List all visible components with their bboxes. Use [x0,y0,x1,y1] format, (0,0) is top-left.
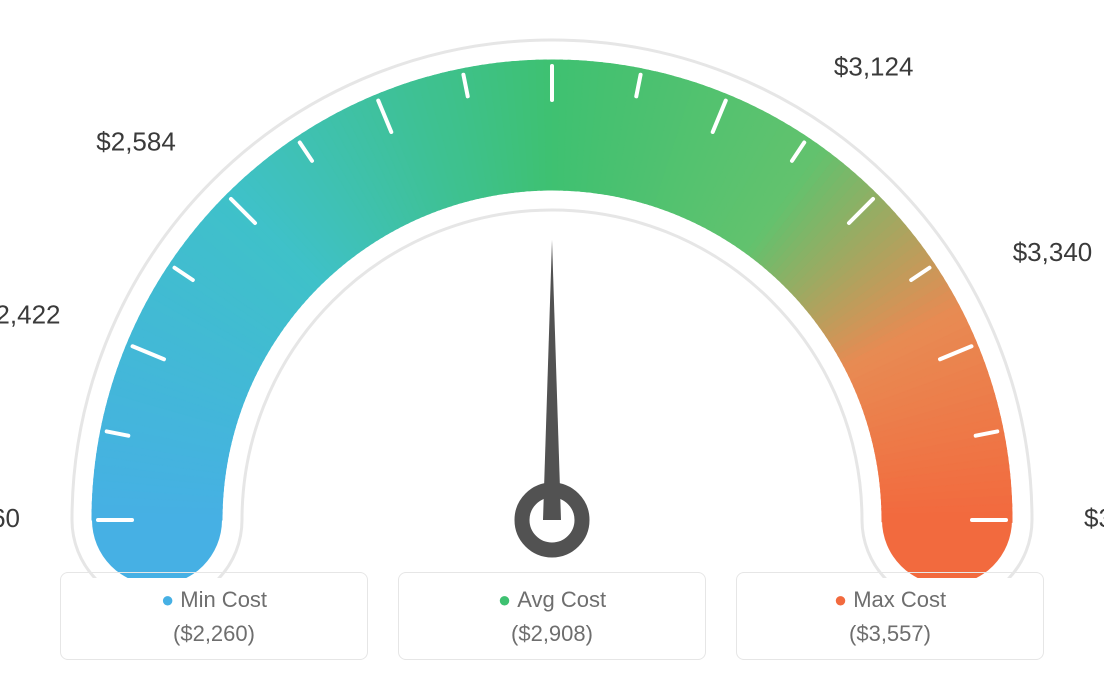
gauge-tick-label: $2,584 [96,127,176,157]
legend-value: ($3,557) [737,621,1043,647]
legend-title: ●Min Cost [61,587,367,613]
legend-label: Max Cost [853,587,946,612]
legend-label: Min Cost [180,587,267,612]
legend-dot-icon: ● [834,587,847,612]
legend-card: ●Avg Cost ($2,908) [398,572,706,660]
gauge-tick-label: $2,260 [0,503,20,533]
legend-card: ●Max Cost ($3,557) [736,572,1044,660]
gauge-chart-container: $2,260 $2,422 $2,584 $2,908 $3,124 $3,340 $3,5… [0,0,1104,690]
legend-card: ●Min Cost ($2,260) [60,572,368,660]
gauge-tick-label: $2,908 [512,0,592,1]
gauge-tick-label: $3,124 [834,52,914,82]
legend-dot-icon: ● [161,587,174,612]
gauge-tick-label: $3,340 [1013,237,1093,267]
legend-label: Avg Cost [517,587,606,612]
gauge-tick-label: $2,422 [0,299,60,329]
legend-value: ($2,908) [399,621,705,647]
gauge-tick-label: $3,557 [1084,503,1104,533]
legend-row: ●Min Cost($2,260)●Avg Cost($2,908)●Max C… [0,572,1104,660]
legend-dot-icon: ● [498,587,511,612]
legend-value: ($2,260) [61,621,367,647]
gauge-needle [522,240,582,550]
gauge-arc-chart: $2,260 $2,422 $2,584 $2,908 $3,124 $3,340 $3,5… [0,0,1104,578]
legend-title: ●Max Cost [737,587,1043,613]
legend-title: ●Avg Cost [399,587,705,613]
